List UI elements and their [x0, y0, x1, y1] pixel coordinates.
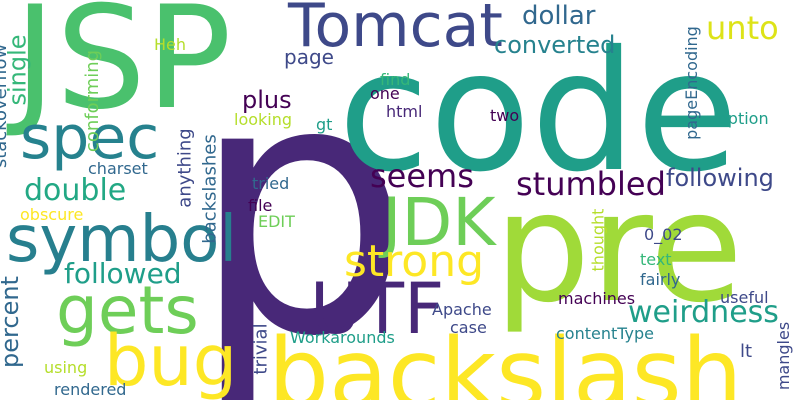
word-spec: spec: [20, 103, 160, 173]
word-backslash: backslash: [268, 318, 743, 400]
word-looking: looking: [234, 110, 293, 129]
word-case: case: [450, 318, 487, 337]
word-unto: unto: [706, 9, 779, 47]
word-stackoverflow: stackoverflow: [0, 43, 12, 169]
word-jsp: JSP: [14, 0, 232, 141]
word-p: p: [190, 5, 413, 400]
word-strong: strong: [344, 236, 485, 287]
word-useful: useful: [720, 288, 769, 307]
word-apache: Apache: [432, 300, 492, 319]
word-two: two: [490, 106, 520, 125]
word-contenttype: contentType: [556, 324, 655, 343]
word-trivial: trivial: [250, 323, 272, 375]
word-conforming: conforming: [82, 49, 104, 153]
word-percent: percent: [0, 276, 24, 368]
word-rendered: rendered: [54, 380, 127, 399]
word-file: file: [248, 196, 273, 215]
word-stumbled: stumbled: [516, 165, 666, 203]
word-one: one: [370, 84, 400, 103]
word-plus: plus: [242, 86, 292, 114]
word-machines: machines: [558, 289, 636, 308]
word-html: html: [386, 102, 423, 121]
word-double: double: [24, 173, 127, 208]
word-symbol: symbol: [6, 203, 238, 277]
word-following: following: [666, 164, 774, 192]
word-lt: lt: [740, 341, 753, 362]
word-option: option: [718, 109, 769, 128]
word-tomcat: Tomcat: [288, 0, 503, 61]
word-mangles: mangles: [774, 321, 794, 391]
word-backslashes: backslashes: [199, 134, 221, 244]
word-jdk: JDK: [382, 184, 496, 261]
word-charset: charset: [88, 159, 148, 178]
word-tried: tried: [252, 174, 290, 193]
word-bug: bug: [104, 320, 238, 400]
word-dollar: dollar: [522, 1, 596, 31]
word-gets: gets: [56, 272, 199, 349]
word-converted: converted: [494, 31, 616, 59]
word-fairly: fairly: [640, 270, 681, 289]
word-heh: Heh: [154, 35, 187, 54]
word-seems: seems: [370, 157, 474, 195]
word-edit: EDIT: [258, 212, 295, 231]
word-anything: anything: [174, 128, 196, 208]
word-obscure: obscure: [20, 205, 84, 224]
word-followed: followed: [64, 257, 182, 290]
word-using: using: [44, 358, 88, 377]
word-find: find: [380, 70, 411, 89]
word-code: code: [338, 16, 739, 209]
word-page: page: [284, 45, 334, 69]
word-workarounds: Workarounds: [290, 328, 395, 347]
word-thought: thought: [588, 208, 608, 272]
word-text: text: [640, 250, 672, 269]
word-utf: UTF: [310, 268, 445, 350]
word-pageencoding: pageEncoding: [681, 26, 701, 140]
word-0-02: 0_02: [644, 225, 683, 244]
word-weirdness: weirdness: [628, 295, 779, 330]
word-pre: pre: [494, 159, 744, 336]
word-gt: gt: [316, 115, 333, 134]
